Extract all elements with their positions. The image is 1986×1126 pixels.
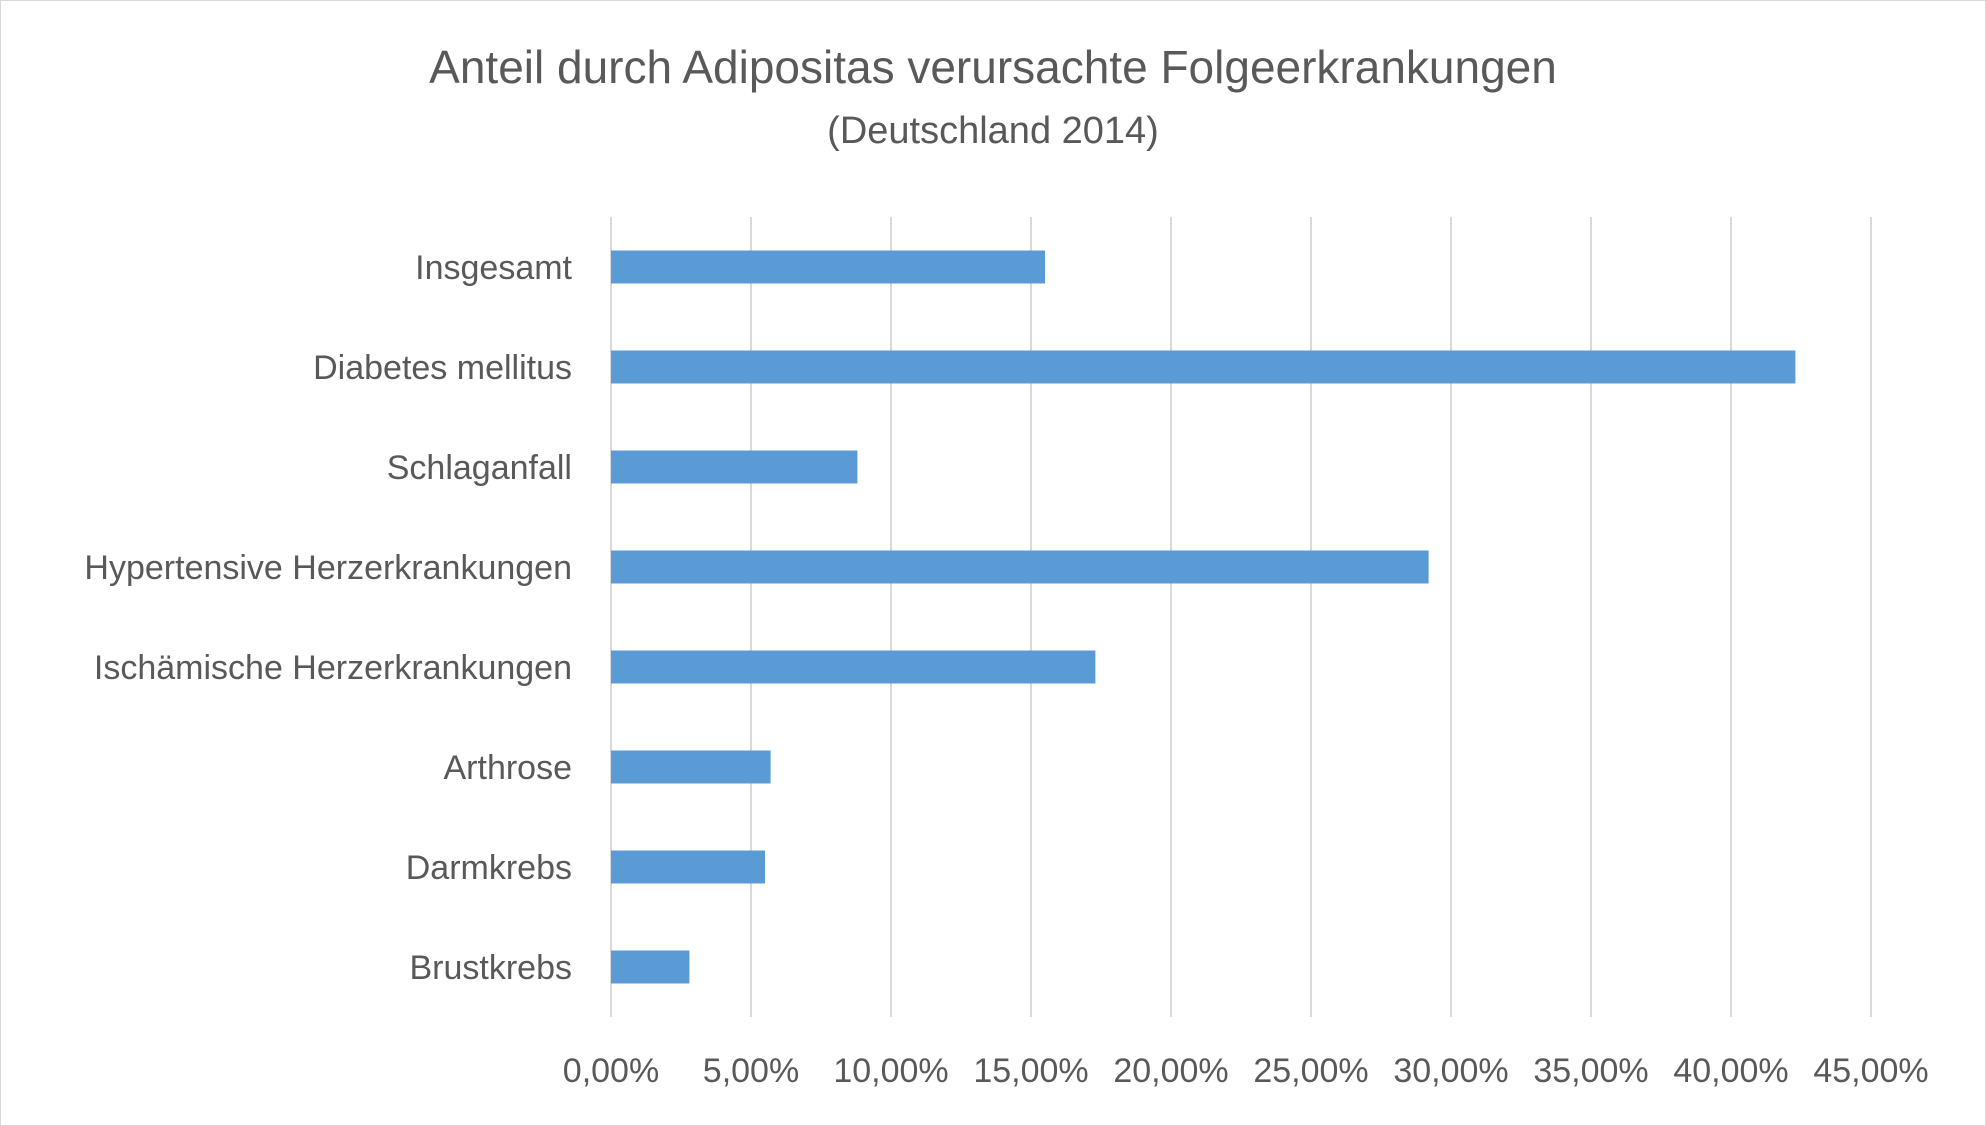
x-tick-label: 15,00% bbox=[973, 1052, 1088, 1090]
x-tick-label: 40,00% bbox=[1673, 1052, 1788, 1090]
category-label: Hypertensive Herzerkrankungen bbox=[84, 549, 572, 587]
bars bbox=[611, 250, 1796, 984]
bar bbox=[611, 650, 1096, 684]
x-tick-label: 45,00% bbox=[1813, 1052, 1928, 1090]
bar bbox=[611, 250, 1045, 284]
category-label: Arthrose bbox=[444, 749, 573, 787]
x-tick-label: 10,00% bbox=[833, 1052, 948, 1090]
category-label: Darmkrebs bbox=[406, 849, 572, 887]
x-tick-label: 25,00% bbox=[1253, 1052, 1368, 1090]
category-label: Insgesamt bbox=[415, 249, 572, 287]
bar bbox=[611, 450, 858, 484]
chart-subtitle: (Deutschland 2014) bbox=[827, 110, 1159, 152]
x-tick-label: 20,00% bbox=[1113, 1052, 1228, 1090]
bar bbox=[611, 550, 1429, 584]
bar bbox=[611, 350, 1796, 384]
category-labels: Insgesamt Diabetes mellitus Schlaganfall Hy… bbox=[84, 249, 572, 987]
category-label: Diabetes mellitus bbox=[313, 349, 572, 387]
x-tick-label: 30,00% bbox=[1393, 1052, 1508, 1090]
grid-lines bbox=[610, 217, 1872, 1017]
bar bbox=[611, 950, 690, 984]
bar bbox=[611, 750, 771, 784]
x-tick-label: 35,00% bbox=[1533, 1052, 1648, 1090]
x-tick-label: 5,00% bbox=[703, 1052, 799, 1090]
bar bbox=[611, 850, 765, 884]
category-label: Schlaganfall bbox=[387, 449, 572, 487]
x-tick-labels: 0,00% 5,00% 10,00% 15,00% 20,00% 25,00% 30,00%… bbox=[563, 1052, 1929, 1090]
chart-title: Anteil durch Adipositas verursachte Folg… bbox=[429, 41, 1557, 93]
x-tick-label: 0,00% bbox=[563, 1052, 659, 1090]
category-label: Ischämische Herzerkrankungen bbox=[94, 649, 572, 687]
category-label: Brustkrebs bbox=[410, 949, 573, 987]
